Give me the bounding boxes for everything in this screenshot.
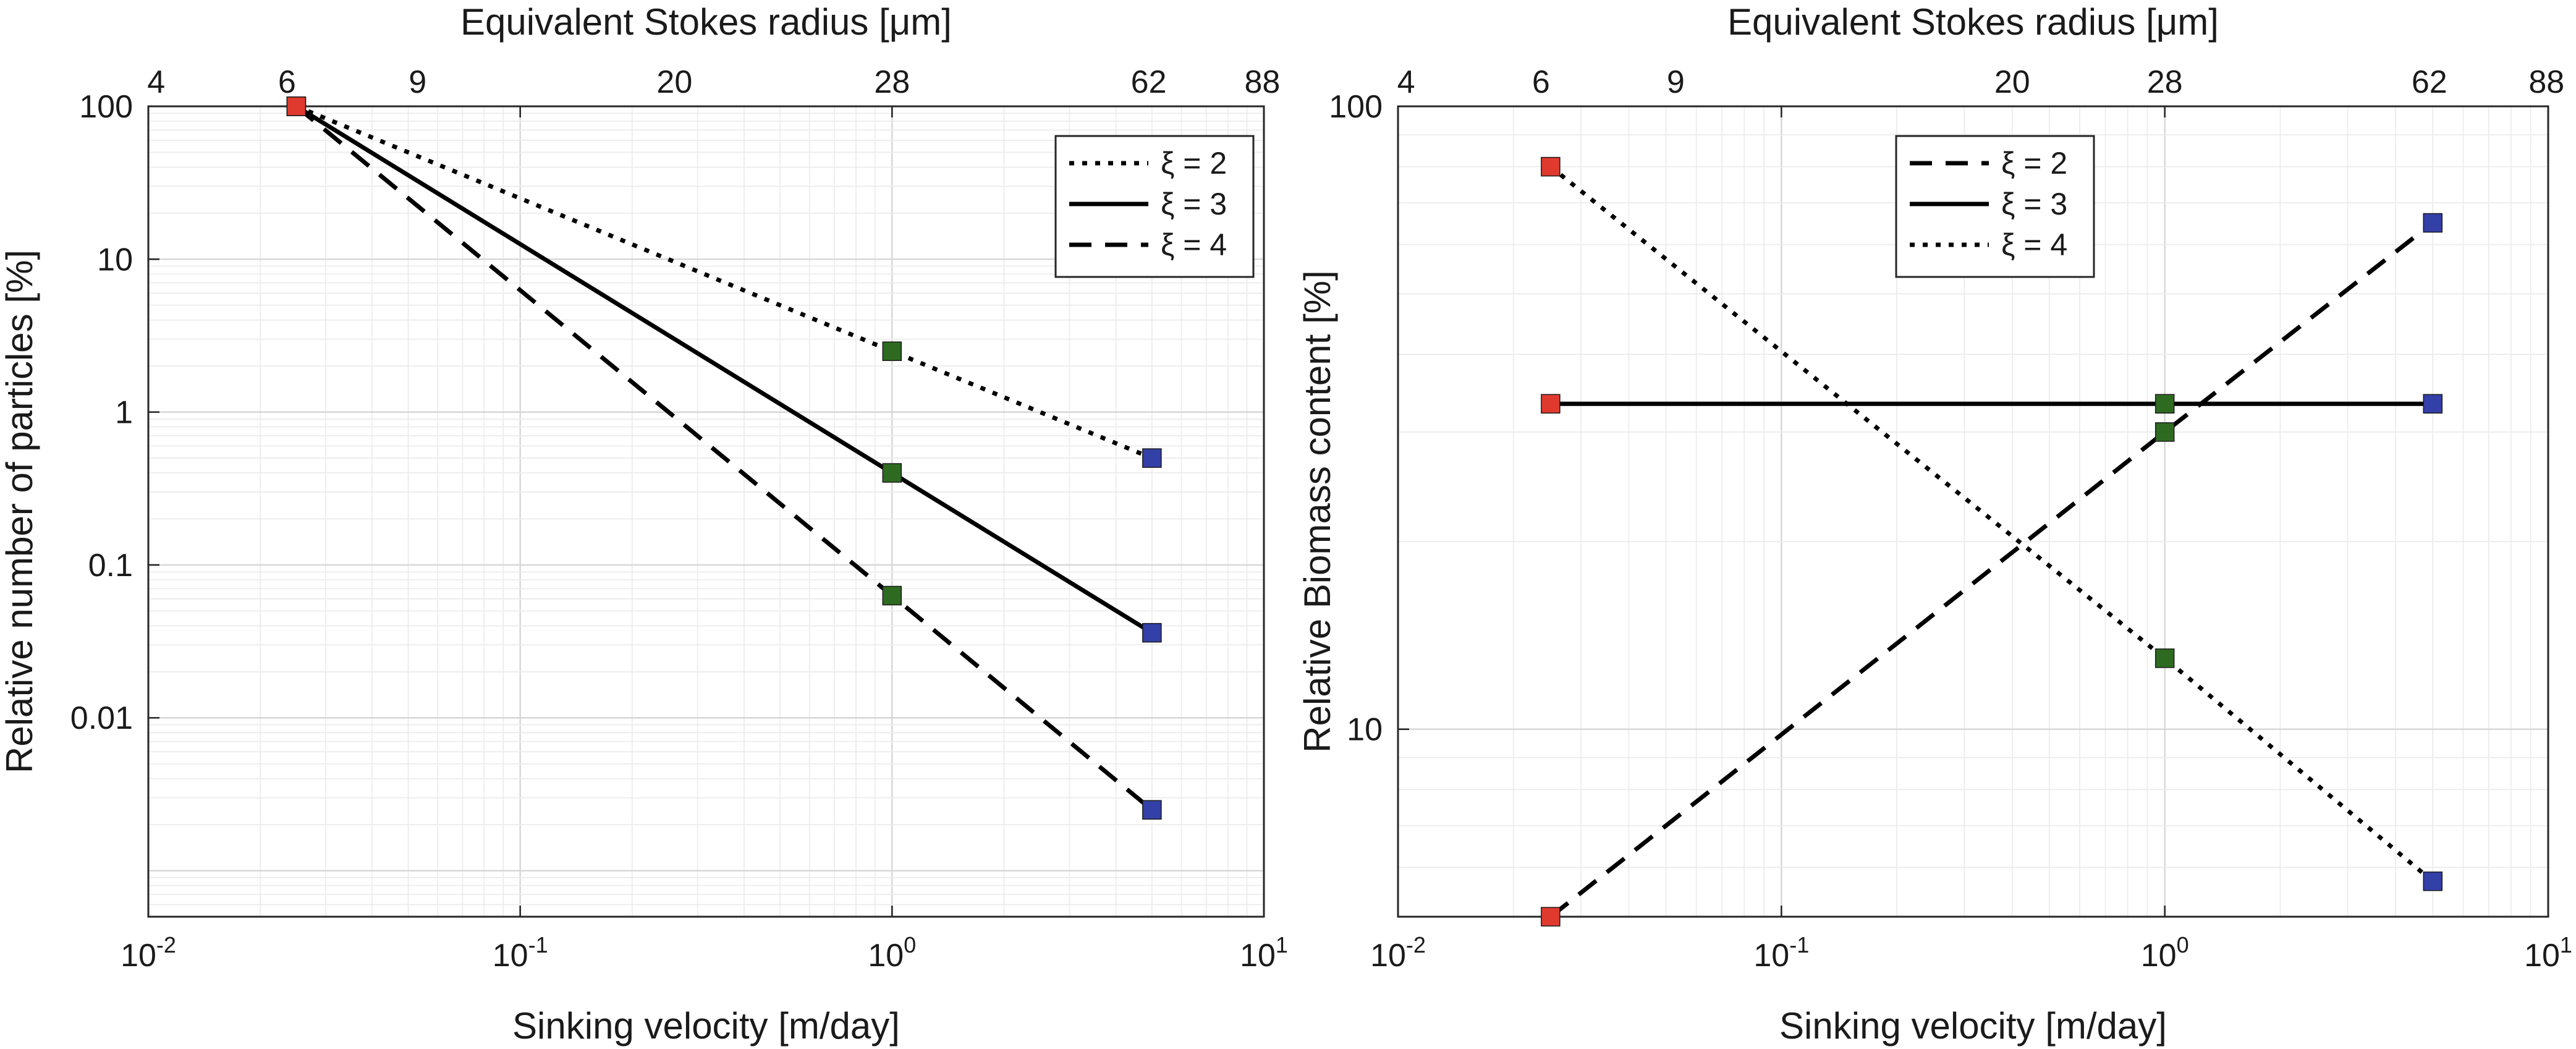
- x-axis-label: Sinking velocity [m/day]: [512, 1005, 900, 1047]
- y-tick-label: 0.1: [88, 548, 133, 584]
- x2-axis-label: Equivalent Stokes radius [μm]: [1727, 1, 2219, 43]
- series-line: [1549, 221, 2434, 919]
- data-point: [2154, 394, 2175, 414]
- x2-axis-label: Equivalent Stokes radius [μm]: [460, 1, 952, 43]
- plot-frame: [147, 105, 1265, 918]
- series-3: [286, 96, 1162, 820]
- y-tick-label: 10: [97, 242, 133, 278]
- x-axis-label: Sinking velocity [m/day]: [1779, 1005, 2167, 1047]
- x2-tick-label: 20: [656, 64, 692, 100]
- legend-entry: ξ = 4: [2001, 227, 2067, 262]
- x-tick-label: 10-2: [1370, 932, 1426, 974]
- x2-tick-label: 88: [1244, 64, 1280, 100]
- x2-tick-label: 62: [1131, 64, 1167, 100]
- legend-entry: ξ = 4: [1161, 227, 1227, 262]
- x-tick-label: 10-2: [121, 932, 176, 974]
- x-tick-label: 101: [2524, 932, 2572, 974]
- x-tick-label: 10-1: [493, 932, 548, 974]
- y-axis-label: Relative Biomass content [%]: [1297, 270, 1338, 752]
- data-point: [882, 463, 902, 483]
- x2-tick-label: 62: [2412, 64, 2447, 100]
- x2-tick-label: 20: [1994, 64, 2030, 100]
- x-tick-label: 101: [1240, 932, 1288, 974]
- x2-tick-label: 28: [2147, 64, 2183, 100]
- series-line: [295, 104, 1153, 635]
- series-line: [295, 104, 1153, 461]
- legend-entry: ξ = 3: [2001, 187, 2067, 221]
- y-axis-label: Relative number of particles [%]: [0, 250, 40, 773]
- x-tick-label: 100: [2141, 932, 2189, 974]
- legend-entry: ξ = 2: [2001, 146, 2067, 180]
- series-2: [286, 96, 1162, 643]
- legend: ξ = 2 ξ = 3 ξ = 4: [1895, 135, 2095, 278]
- x-tick-label: 100: [868, 932, 916, 974]
- data-point: [882, 341, 902, 361]
- x2-tick-label: 4: [1397, 64, 1415, 100]
- data-point: [2423, 213, 2443, 233]
- legend-box: [1054, 135, 1255, 278]
- legend-entry: ξ = 3: [1161, 187, 1227, 221]
- data-point: [2423, 871, 2443, 891]
- series-3: [1541, 156, 2443, 891]
- y-tick-label: 10: [1347, 712, 1383, 748]
- y-tick-label: 0.01: [70, 700, 133, 736]
- x2-tick-label: 6: [278, 64, 296, 100]
- biomass-chart: 10-2 10-1 100 101 4 6 9 20 28 62 88 10 100 Sinking ve…: [1297, 1, 2572, 1047]
- data-point: [1541, 907, 1561, 927]
- x2-tick-label: 88: [2528, 64, 2564, 100]
- series-1: [1541, 213, 2443, 927]
- data-point: [2423, 394, 2443, 414]
- x-tick-label: 10-1: [1753, 932, 1809, 974]
- x2-tick-label: 9: [409, 64, 426, 100]
- data-point: [286, 96, 307, 116]
- x2-tick-label: 28: [874, 64, 910, 100]
- legend-box: [1895, 135, 2095, 278]
- y-tick-label: 100: [1329, 89, 1383, 125]
- series-line: [1549, 164, 2434, 883]
- legend-entry: ξ = 2: [1161, 146, 1227, 180]
- data-point: [2154, 422, 2175, 442]
- x2-tick-label: 9: [1667, 64, 1685, 100]
- series-2: [1541, 394, 2443, 414]
- data-point: [2154, 648, 2175, 668]
- data-point: [882, 585, 902, 606]
- x2-tick-label: 4: [147, 64, 165, 100]
- data-point: [1541, 156, 1561, 177]
- y-tick-label: 1: [115, 395, 133, 431]
- legend: ξ = 2 ξ = 3 ξ = 4: [1054, 135, 1255, 278]
- plot-frame: [1397, 105, 2549, 918]
- y-tick-label: 100: [79, 89, 133, 125]
- x2-tick-label: 6: [1532, 64, 1550, 100]
- data-point: [1142, 622, 1162, 643]
- grid: [147, 106, 1264, 917]
- data-point: [1142, 448, 1162, 468]
- particles-chart: 10-2 10-1 100 101 4 6 9 20 28 62 88 0.01 0.1 1 10 100 Si…: [0, 1, 1288, 1047]
- data-point: [1541, 394, 1561, 414]
- data-point: [1142, 800, 1162, 820]
